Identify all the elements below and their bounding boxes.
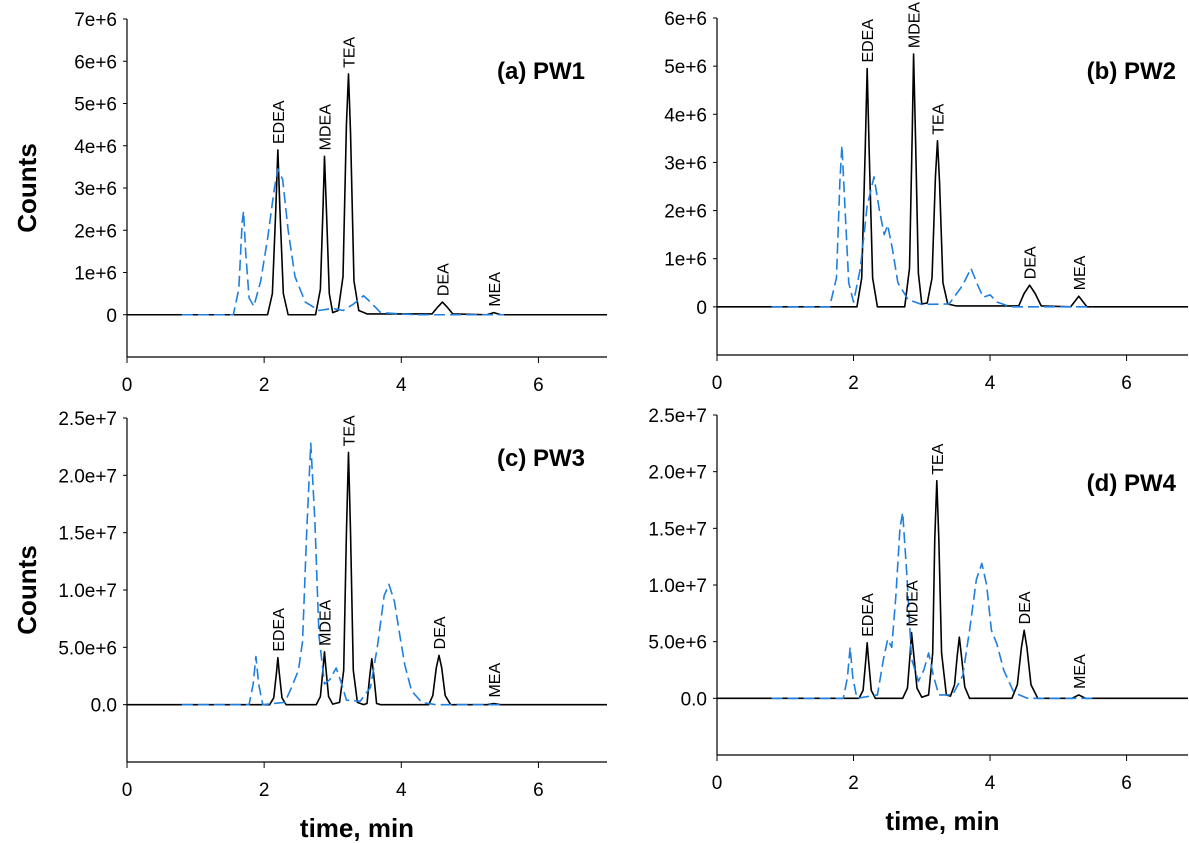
- peak-label: DEA: [1017, 591, 1034, 624]
- series-line: [771, 144, 1093, 308]
- series-line: [127, 451, 607, 706]
- y-tick-label: 2.5e+7: [648, 406, 707, 427]
- x-tick-label: 0: [122, 375, 133, 396]
- y-tick-label: 1.0e+7: [648, 576, 707, 597]
- y-tick-label: 0: [696, 298, 707, 319]
- peak-label: DEA: [1023, 246, 1040, 279]
- y-tick-label: 2.0e+7: [648, 463, 707, 484]
- series-line: [181, 168, 505, 316]
- y-tick-label: 1e+6: [74, 264, 117, 285]
- y-tick-label: 0.0: [91, 696, 117, 717]
- peak-label: EDEA: [860, 593, 877, 637]
- panel-title: (c) PW3: [497, 445, 585, 472]
- x-tick-label: 6: [533, 780, 544, 801]
- x-tick-label: 2: [259, 780, 270, 801]
- y-tick-label: 2e+6: [664, 202, 707, 223]
- series-line: [717, 479, 1188, 700]
- panel-title: (d) PW4: [1087, 470, 1177, 497]
- x-tick-label: 2: [848, 773, 859, 794]
- x-tick-label: 4: [396, 780, 407, 801]
- y-tick-label: 5.0e+6: [58, 638, 117, 659]
- y-tick-label: 6e+6: [664, 9, 707, 30]
- series-line: [181, 442, 505, 706]
- x-tick-label: 2: [848, 373, 859, 394]
- y-tick-label: 2.5e+7: [58, 409, 117, 430]
- peak-label: TEA: [341, 415, 358, 446]
- y-axis-label: Counts: [12, 143, 42, 233]
- y-tick-label: 4e+6: [664, 105, 707, 126]
- x-axis-label: time, min: [300, 813, 414, 843]
- x-tick-label: 2: [259, 375, 270, 396]
- peak-label: MDEA: [317, 599, 334, 646]
- y-tick-label: 1e+6: [664, 250, 707, 271]
- series-line: [127, 73, 607, 316]
- peak-label: TEA: [341, 36, 358, 67]
- x-tick-label: 6: [1121, 373, 1132, 394]
- y-tick-label: 0.0: [681, 689, 707, 710]
- peak-label: MDEA: [907, 2, 924, 49]
- y-tick-label: 3e+6: [74, 179, 117, 200]
- y-axis-label: Counts: [12, 545, 42, 635]
- peak-label: MEA: [487, 272, 504, 307]
- x-tick-label: 0: [122, 780, 133, 801]
- peak-label: TEA: [930, 103, 947, 134]
- peak-label: DEA: [435, 263, 452, 296]
- x-axis-label: time, min: [885, 806, 999, 836]
- series-line: [717, 53, 1188, 308]
- y-tick-label: 5e+6: [74, 95, 117, 116]
- peak-label: MDEA: [317, 104, 334, 151]
- peak-label: MDEA: [905, 580, 922, 627]
- x-tick-label: 6: [1121, 773, 1132, 794]
- y-tick-label: 0: [106, 306, 117, 327]
- y-tick-label: 5.0e+6: [648, 633, 707, 654]
- peak-label: TEA: [930, 443, 947, 474]
- panel: 0 1e+6 2e+6 3e+6 4e+6 5e+6 6e+6 0 2 4 6 EDEA MDEA TEA…: [664, 2, 1188, 394]
- y-tick-label: 4e+6: [74, 137, 117, 158]
- x-tick-label: 4: [985, 773, 996, 794]
- y-tick-label: 2e+6: [74, 221, 117, 242]
- peak-label: MEA: [1072, 255, 1089, 290]
- panel-title: (a) PW1: [497, 58, 585, 85]
- peak-label: EDEA: [271, 100, 288, 144]
- x-tick-label: 4: [985, 373, 996, 394]
- y-tick-label: 3e+6: [664, 153, 707, 174]
- x-tick-label: 4: [396, 375, 407, 396]
- x-tick-label: 0: [712, 373, 723, 394]
- peak-label: EDEA: [271, 608, 288, 652]
- y-tick-label: 1.5e+7: [648, 519, 707, 540]
- x-tick-label: 6: [533, 375, 544, 396]
- peak-label: MEA: [1072, 654, 1089, 689]
- panel: 0 1e+6 2e+6 3e+6 4e+6 5e+6 6e+6 7e+6 0 2 4 6 EDEA MDE…: [12, 10, 607, 396]
- y-tick-label: 5e+6: [664, 57, 707, 78]
- y-tick-label: 7e+6: [74, 10, 117, 31]
- x-tick-label: 0: [712, 773, 723, 794]
- peak-label: MEA: [487, 663, 504, 698]
- panel-title: (b) PW2: [1087, 58, 1176, 85]
- series-line: [771, 511, 1093, 700]
- panel: 0.0 5.0e+6 1.0e+7 1.5e+7 2.0e+7 2.5e+7 0 2 4 6 EDE…: [648, 406, 1188, 836]
- peak-label: DEA: [432, 616, 449, 649]
- y-tick-label: 1.0e+7: [58, 581, 117, 602]
- peak-label: EDEA: [860, 19, 877, 63]
- y-tick-label: 1.5e+7: [58, 524, 117, 545]
- y-tick-label: 2.0e+7: [58, 466, 117, 487]
- y-tick-label: 6e+6: [74, 52, 117, 73]
- panel: 0.0 5.0e+6 1.0e+7 1.5e+7 2.0e+7 2.5e+7 0 2 4 6 EDE…: [12, 409, 607, 843]
